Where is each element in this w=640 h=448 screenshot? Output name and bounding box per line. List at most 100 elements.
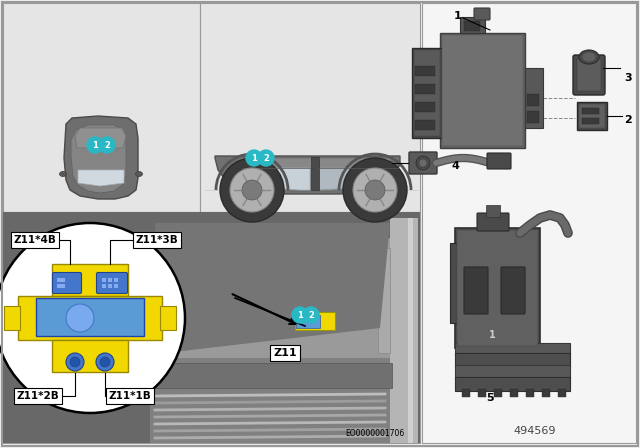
Circle shape <box>242 180 262 200</box>
Bar <box>558 389 566 397</box>
Bar <box>295 312 335 330</box>
Ellipse shape <box>582 52 596 62</box>
Circle shape <box>99 137 115 153</box>
Bar <box>494 389 502 397</box>
Text: 3: 3 <box>624 73 632 83</box>
Circle shape <box>230 168 274 212</box>
Circle shape <box>87 137 103 153</box>
FancyBboxPatch shape <box>457 230 538 346</box>
FancyBboxPatch shape <box>455 343 570 355</box>
FancyBboxPatch shape <box>464 267 488 314</box>
Bar <box>52 264 128 296</box>
Circle shape <box>66 353 84 371</box>
Circle shape <box>343 158 407 222</box>
FancyBboxPatch shape <box>501 267 525 314</box>
Bar <box>3 212 420 443</box>
Text: Z11*2B: Z11*2B <box>17 391 60 401</box>
Polygon shape <box>71 125 126 193</box>
Text: 4: 4 <box>451 161 459 171</box>
Text: Z11*4B: Z11*4B <box>13 235 56 245</box>
Bar <box>462 389 470 397</box>
Bar <box>422 3 636 443</box>
Bar <box>415 66 435 76</box>
Circle shape <box>303 307 319 323</box>
Circle shape <box>258 150 274 166</box>
Text: 2: 2 <box>104 141 110 150</box>
Bar <box>464 21 480 31</box>
Bar <box>102 284 106 288</box>
Bar <box>57 278 65 282</box>
FancyBboxPatch shape <box>577 59 601 91</box>
Bar <box>526 389 534 397</box>
Circle shape <box>292 307 308 323</box>
FancyBboxPatch shape <box>460 17 485 33</box>
FancyBboxPatch shape <box>408 218 413 443</box>
Polygon shape <box>255 168 310 190</box>
Ellipse shape <box>579 50 599 64</box>
Bar <box>108 284 112 288</box>
Bar <box>415 102 435 112</box>
FancyBboxPatch shape <box>412 48 442 138</box>
FancyBboxPatch shape <box>97 272 127 293</box>
Circle shape <box>246 150 262 166</box>
Bar <box>415 84 435 94</box>
Text: 2: 2 <box>263 154 269 163</box>
Polygon shape <box>64 116 138 199</box>
Text: 1: 1 <box>297 310 303 319</box>
FancyBboxPatch shape <box>477 213 509 231</box>
Polygon shape <box>318 168 374 190</box>
Ellipse shape <box>136 172 143 177</box>
Text: 1: 1 <box>488 330 495 340</box>
Bar <box>527 111 539 123</box>
FancyBboxPatch shape <box>487 153 511 169</box>
Bar <box>114 284 118 288</box>
FancyBboxPatch shape <box>414 50 440 136</box>
FancyBboxPatch shape <box>455 365 570 379</box>
FancyBboxPatch shape <box>455 228 540 348</box>
Text: 2: 2 <box>624 115 632 125</box>
Circle shape <box>416 156 430 170</box>
Circle shape <box>100 357 110 367</box>
FancyBboxPatch shape <box>579 104 605 128</box>
Circle shape <box>0 223 185 413</box>
Bar <box>527 94 539 106</box>
Bar <box>542 389 550 397</box>
FancyBboxPatch shape <box>390 218 418 443</box>
Polygon shape <box>215 156 400 194</box>
FancyBboxPatch shape <box>455 377 570 391</box>
Circle shape <box>365 180 385 200</box>
FancyBboxPatch shape <box>155 238 161 358</box>
FancyBboxPatch shape <box>52 272 81 293</box>
Bar <box>296 315 320 328</box>
Polygon shape <box>78 170 124 186</box>
Bar <box>114 278 118 282</box>
Bar <box>478 389 486 397</box>
Circle shape <box>70 357 80 367</box>
Bar <box>582 118 599 124</box>
Ellipse shape <box>60 172 67 177</box>
FancyBboxPatch shape <box>455 353 570 367</box>
Text: Z11*3B: Z11*3B <box>136 235 179 245</box>
FancyBboxPatch shape <box>573 55 605 95</box>
Text: 494569: 494569 <box>514 426 556 436</box>
Circle shape <box>96 353 114 371</box>
Bar <box>18 296 162 340</box>
FancyBboxPatch shape <box>474 8 490 20</box>
Text: 1: 1 <box>251 154 257 163</box>
Polygon shape <box>75 128 126 148</box>
Bar <box>36 298 144 336</box>
Bar <box>311 157 319 190</box>
Text: 1: 1 <box>92 141 98 150</box>
Bar <box>52 340 128 372</box>
FancyBboxPatch shape <box>442 35 523 146</box>
Circle shape <box>419 159 427 167</box>
FancyBboxPatch shape <box>152 363 392 388</box>
FancyBboxPatch shape <box>150 238 390 358</box>
Circle shape <box>66 304 94 332</box>
Text: Z11: Z11 <box>273 348 297 358</box>
Bar <box>102 278 106 282</box>
FancyBboxPatch shape <box>577 102 607 130</box>
FancyBboxPatch shape <box>525 68 543 128</box>
Polygon shape <box>240 158 392 191</box>
Bar <box>4 306 20 330</box>
